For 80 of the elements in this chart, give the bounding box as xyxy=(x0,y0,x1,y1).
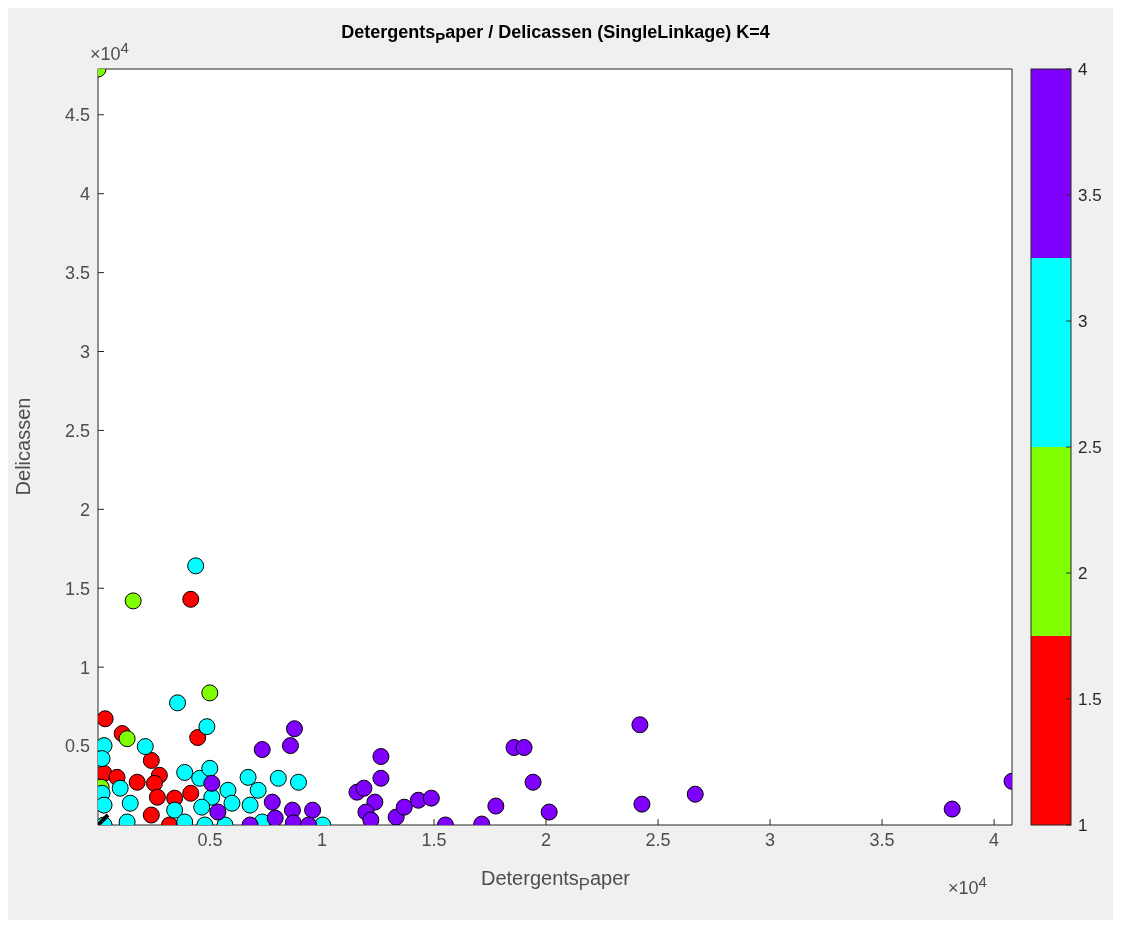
point xyxy=(145,774,163,792)
y-tick-label: 1.5 xyxy=(64,578,90,599)
x-tick-label: 4 xyxy=(989,829,1000,850)
point xyxy=(128,773,146,791)
point xyxy=(203,774,221,792)
y-tick-label: 2.5 xyxy=(64,420,90,441)
x-axis-title: Detergents$_{P}$aper xyxy=(481,867,630,894)
point xyxy=(98,710,114,728)
x-tick-label: 3.5 xyxy=(869,829,895,850)
point xyxy=(198,718,216,736)
point xyxy=(263,793,281,811)
point xyxy=(124,592,142,610)
point xyxy=(395,798,413,816)
y-tick-label: 4.5 xyxy=(64,105,90,126)
color-bar-label: 3.5 xyxy=(1078,185,1102,205)
point xyxy=(187,557,205,575)
x-tick-label: 1 xyxy=(317,829,328,850)
point xyxy=(281,737,299,755)
color-bar-label: 4 xyxy=(1078,59,1088,79)
x-tick-label: 0.5 xyxy=(197,829,223,850)
text: ×10$^{4}$ xyxy=(948,873,987,899)
point xyxy=(209,803,227,821)
y-tick-label: 2 xyxy=(79,499,90,520)
point xyxy=(241,796,259,814)
point xyxy=(285,720,303,738)
point xyxy=(372,748,390,765)
point xyxy=(193,798,211,816)
point xyxy=(943,800,961,818)
point xyxy=(362,811,380,825)
point xyxy=(118,730,136,748)
point xyxy=(121,794,139,812)
color-bar-label: 2 xyxy=(1078,563,1088,583)
y-tick-label: 1 xyxy=(79,657,90,678)
point xyxy=(253,741,271,759)
x-tick-label: 1.5 xyxy=(421,829,447,850)
point xyxy=(148,788,166,806)
y-tick-label: 3 xyxy=(79,341,90,362)
y-axis-title: Delicassen xyxy=(11,396,35,498)
y-tick-label: 3.5 xyxy=(64,262,90,283)
point xyxy=(142,751,160,769)
color-bar-label: 3 xyxy=(1078,311,1088,331)
point xyxy=(201,684,219,702)
point xyxy=(487,797,505,815)
x-tick-label: 2 xyxy=(541,829,552,850)
point xyxy=(372,769,390,787)
point xyxy=(136,738,154,756)
point xyxy=(166,801,184,819)
point xyxy=(269,769,287,787)
point xyxy=(176,763,194,781)
point xyxy=(304,801,322,819)
point xyxy=(169,694,187,712)
point xyxy=(355,779,373,797)
point xyxy=(219,781,237,799)
color-bar-label: 1.5 xyxy=(1078,689,1102,709)
text: ×10$^{4}$ xyxy=(90,39,129,65)
point xyxy=(201,759,219,777)
chart-title: Detergents$_{P}$aper / Delicassen (SingleLinkage) K=4 xyxy=(341,22,770,46)
x-tick-label: 2.5 xyxy=(645,829,671,850)
point xyxy=(633,795,651,813)
point xyxy=(515,739,533,757)
y-tick-label: 0.5 xyxy=(64,736,90,757)
color-bar-label: 2.5 xyxy=(1078,437,1102,457)
point xyxy=(223,794,241,812)
point xyxy=(631,716,649,734)
point xyxy=(524,773,542,791)
point xyxy=(290,773,307,791)
point xyxy=(111,779,129,797)
point xyxy=(182,784,200,802)
point xyxy=(540,803,558,821)
point xyxy=(249,781,267,799)
y-tick-label: 4 xyxy=(79,184,90,205)
point xyxy=(142,806,160,824)
point xyxy=(422,789,440,807)
x-tick-label: 3 xyxy=(765,829,776,850)
point xyxy=(686,785,704,803)
color-bar-label: 1 xyxy=(1078,815,1088,835)
point xyxy=(182,590,200,608)
point xyxy=(266,809,284,825)
point xyxy=(189,729,207,747)
point xyxy=(239,768,257,786)
